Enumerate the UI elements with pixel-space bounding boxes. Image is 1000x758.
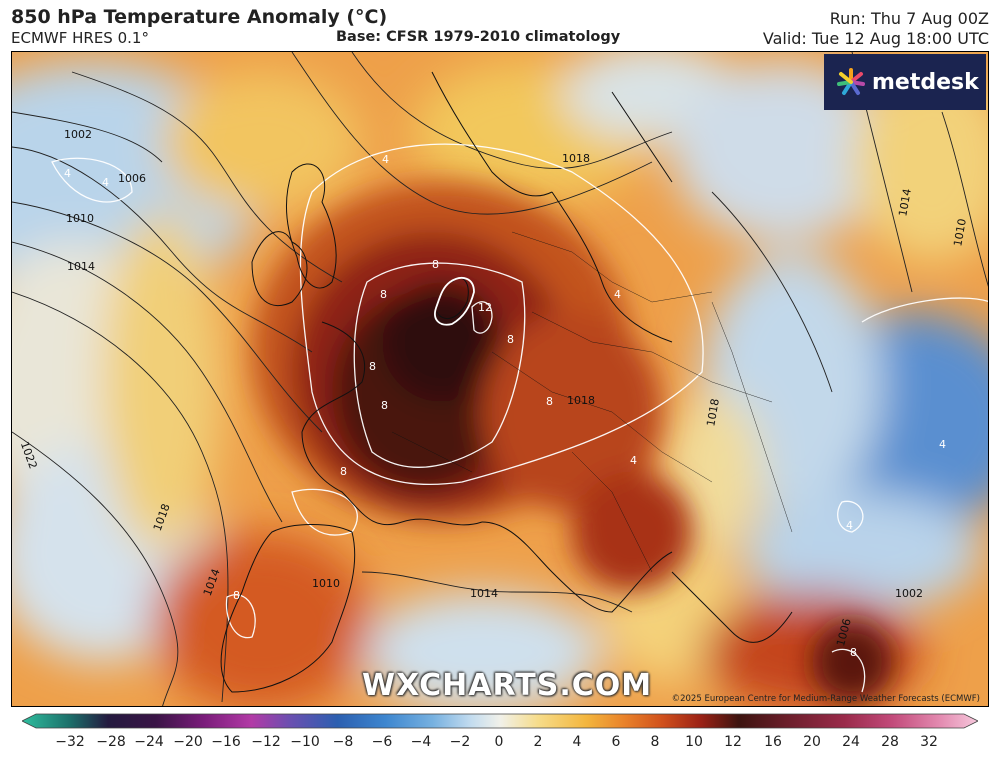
- isobar-label: 1010: [312, 577, 340, 590]
- colorbar-tick: 8: [650, 734, 660, 750]
- copyright-notice: ©2025 European Centre for Medium-Range W…: [671, 694, 980, 704]
- chart-title: 850 hPa Temperature Anomaly (°C): [11, 6, 388, 28]
- colorbar-tick: −32: [55, 734, 85, 750]
- anomaly-label: 8: [432, 258, 439, 271]
- netherlands-outline: [434, 277, 475, 326]
- colorbar-tick: −10: [290, 734, 320, 750]
- anomaly-map[interactable]: 1002 1006 1010 1014 1018 1022 1018 1014 …: [11, 51, 989, 707]
- colorbar-tick: −2: [449, 734, 471, 750]
- anomaly-label: 4: [382, 153, 389, 166]
- anomaly-label-group: 4 4 4 8 8 8 8 8 12 8 4 8 4 8 4 4 8: [64, 153, 946, 659]
- colorbar-tick: −24: [134, 734, 164, 750]
- anomaly-label: 8: [233, 589, 240, 602]
- isobar-label: 1014: [470, 587, 498, 600]
- colorbar-tick: 2: [533, 734, 543, 750]
- anomaly-contours: [51, 143, 988, 693]
- metdesk-logo-text: metdesk: [872, 69, 979, 95]
- anomaly-label: 8: [369, 360, 376, 373]
- anomaly-label: 4: [630, 454, 637, 467]
- colorbar-tick: 4: [572, 734, 582, 750]
- colorbar-tick: −16: [211, 734, 241, 750]
- colorbar-tick: −6: [371, 734, 393, 750]
- anomaly-label: 4: [102, 176, 109, 189]
- colorbar-tick: 20: [803, 734, 821, 750]
- anomaly-label: 4: [64, 167, 71, 180]
- anomaly-label: 4: [846, 519, 853, 532]
- valid-time-label: Valid: Tue 12 Aug 18:00 UTC: [762, 29, 989, 48]
- isobar-label: 1018: [562, 152, 590, 165]
- coastlines: [220, 71, 793, 693]
- anomaly-label: 8: [850, 646, 857, 659]
- anomaly-label: 8: [340, 465, 347, 478]
- colorbar-tick: −28: [96, 734, 126, 750]
- anomaly-label: 8: [546, 395, 553, 408]
- colorbar-tick: 16: [764, 734, 782, 750]
- anomaly-label: 8: [507, 333, 514, 346]
- isobar-label: 1002: [64, 128, 92, 141]
- isobar-label: 1018: [704, 398, 722, 428]
- colorbar-tick: 28: [881, 734, 899, 750]
- anomaly-label: 4: [614, 288, 621, 301]
- colorbar-tick: 6: [611, 734, 621, 750]
- isobar-label: 1014: [896, 188, 914, 218]
- colorbar-tick: −20: [173, 734, 203, 750]
- isobar-label: 1018: [567, 394, 595, 407]
- colorbar-tick: 10: [685, 734, 703, 750]
- colorbar-tick: 32: [920, 734, 938, 750]
- isobar-label: 1010: [66, 212, 94, 225]
- colorbar-tick: 0: [494, 734, 504, 750]
- anomaly-label: 12: [478, 301, 492, 314]
- metdesk-flower-icon: [836, 67, 866, 97]
- anomaly-label: 8: [380, 288, 387, 301]
- colorbar-tick: −4: [410, 734, 432, 750]
- isobar-label: 1014: [67, 260, 95, 273]
- borders: [391, 231, 793, 573]
- colorbar-tick: −8: [332, 734, 354, 750]
- model-label: ECMWF HRES 0.1°: [11, 29, 149, 47]
- isobar-label: 1002: [895, 587, 923, 600]
- isobar-lines: [12, 52, 988, 706]
- isobar-label: 1010: [951, 218, 969, 248]
- colorbar-tick: 12: [724, 734, 742, 750]
- metdesk-logo: metdesk: [824, 54, 986, 110]
- anomaly-label: 8: [381, 399, 388, 412]
- isobar-label: 1006: [118, 172, 146, 185]
- colorbar-tick: 24: [842, 734, 860, 750]
- colorbar-ticks: −32 −28 −24 −20 −16 −12 −10 −8 −6 −4 −2 …: [0, 734, 1000, 754]
- base-climatology-label: Base: CFSR 1979-2010 climatology: [336, 29, 621, 45]
- wxcharts-watermark: WXCHARTS.COM: [362, 668, 653, 703]
- run-time-label: Run: Thu 7 Aug 00Z: [829, 9, 989, 28]
- anomaly-label: 4: [939, 438, 946, 451]
- colorbar: [22, 713, 978, 729]
- map-canvas: 1002 1006 1010 1014 1018 1022 1018 1014 …: [12, 52, 988, 706]
- colorbar-tick: −12: [251, 734, 281, 750]
